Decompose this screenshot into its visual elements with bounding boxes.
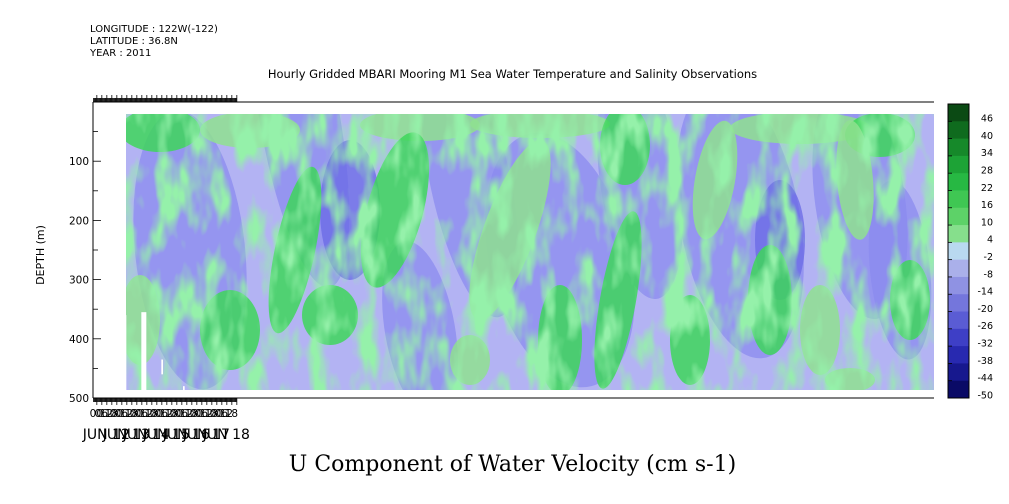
y-tick-label: 100 (69, 156, 89, 168)
x-tick-label: 18 (165, 408, 178, 420)
colorbar-label: 40 (981, 131, 993, 142)
x-tick-label: 06 (135, 408, 149, 420)
x-tick-label: 18 (125, 408, 138, 420)
x-tick-label: 06 (95, 408, 109, 420)
metadata-block: LONGITUDE : 122W(-122) LATITUDE : 36.8N … (90, 24, 218, 60)
colorbar-label: -38 (977, 356, 993, 367)
colorbar-label: 46 (981, 114, 993, 125)
y-tick-label: 300 (69, 275, 89, 287)
colorbar-swatch (948, 363, 969, 382)
x-tick-label: 00 (150, 408, 163, 420)
colorbar-swatch (948, 207, 969, 226)
colorbar-label: -44 (977, 373, 993, 384)
x-tick-label: 18 (105, 408, 118, 420)
x-tick-label: 18 (145, 408, 158, 420)
colorbar-label: 34 (981, 148, 993, 159)
colorbar-label: -14 (977, 287, 993, 298)
x-tick-label: 06 (115, 408, 129, 420)
missing-data-block (121, 349, 125, 393)
year-label: YEAR : 2011 (90, 48, 152, 59)
colorbar-swatch (948, 346, 969, 364)
colorbar-swatch (948, 190, 969, 209)
x-tick-label: 12 (120, 408, 133, 420)
x-tick-label: 06 (155, 408, 169, 420)
day-label: JUN 18 (202, 427, 250, 443)
day-label: JUN 17 (182, 427, 230, 443)
colorbar-swatch (948, 311, 969, 330)
colorbar-label: -2 (984, 252, 993, 263)
missing-data-block (183, 386, 185, 393)
colorbar-swatch (948, 328, 969, 347)
x-tick-label: 12 (220, 408, 233, 420)
colorbar-swatch (948, 155, 969, 174)
colorbar-swatch (948, 138, 969, 157)
x-tick-label: 12 (140, 408, 153, 420)
colorbar-label: -50 (977, 390, 993, 401)
missing-data-block (161, 359, 163, 375)
colorbar-label: -8 (984, 269, 993, 280)
heatmap-texture (126, 114, 934, 390)
day-label: JUN 13 (102, 427, 150, 443)
missing-data-block (141, 312, 147, 393)
missing-data-block (124, 315, 127, 393)
colorbar-label: -26 (977, 321, 993, 332)
x-tick-label: 00 (210, 408, 223, 420)
y-tick-label: 200 (69, 215, 89, 227)
colorbar-swatch (948, 276, 969, 295)
x-tick-label: 00 (90, 408, 103, 420)
y-tick-label: 400 (69, 334, 89, 346)
x-tick-label: 12 (100, 408, 113, 420)
x-tick-label: 06 (215, 408, 229, 420)
colorbar-swatch (948, 242, 969, 261)
day-label: JUN 16 (162, 427, 210, 443)
colorbar-swatch (948, 121, 969, 140)
colorbar-label: 28 (981, 166, 993, 177)
day-label: JUN 14 (122, 427, 170, 443)
x-tick-label: 00 (170, 408, 183, 420)
x-tick-label: 00 (130, 408, 143, 420)
colorbar-label: -32 (977, 338, 993, 349)
colorbar-label: 22 (981, 183, 993, 194)
x-tick-label: 06 (195, 408, 209, 420)
longitude-label: LONGITUDE : 122W(-122) (90, 24, 218, 35)
y-tick-label: 500 (69, 393, 89, 405)
chart-footer-title: U Component of Water Velocity (cm s-1) (288, 452, 737, 477)
x-tick-label: 12 (200, 408, 213, 420)
day-label: JUN 12 (82, 427, 130, 443)
x-tick-label: 00 (190, 408, 203, 420)
colorbar-swatch (948, 294, 969, 313)
colorbar-swatch (948, 259, 969, 278)
day-label: JUN 15 (142, 427, 190, 443)
x-tick-label: 12 (160, 408, 173, 420)
x-tick-label: 12 (180, 408, 193, 420)
colorbar-label: -20 (977, 304, 993, 315)
chart-title: Hourly Gridded MBARI Mooring M1 Sea Wate… (267, 67, 758, 81)
x-tick-label: 06 (175, 408, 189, 420)
colorbar-swatch (948, 380, 969, 399)
colorbar-label: 10 (981, 217, 993, 228)
x-tick-label: 18 (205, 408, 218, 420)
x-tick-label: 00 (110, 408, 123, 420)
latitude-label: LATITUDE : 36.8N (90, 36, 178, 47)
colorbar-swatch (948, 173, 969, 191)
colorbar-frame (947, 103, 970, 399)
x-tick-label: 18 (185, 408, 198, 420)
colorbar-label: 4 (987, 235, 993, 246)
y-axis-label: DEPTH (m) (34, 225, 47, 285)
colorbar-label: 16 (981, 200, 993, 211)
colorbar-swatch (948, 104, 969, 122)
colorbar-swatch (948, 225, 969, 243)
x-tick-label: 18 (225, 408, 238, 420)
